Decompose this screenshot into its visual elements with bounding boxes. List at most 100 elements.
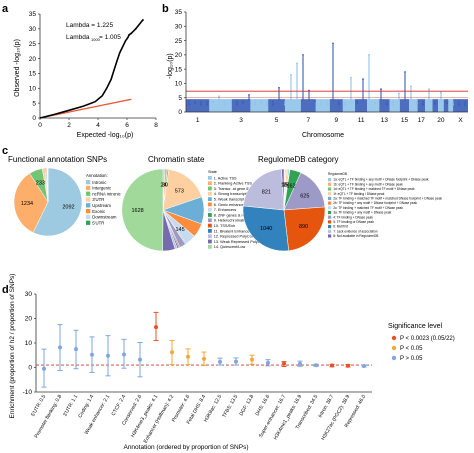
- pie-legend-swatch: [86, 180, 91, 185]
- pie-legend-swatch: [328, 182, 332, 186]
- manhattan-point: [410, 85, 412, 88]
- enrichment-point: [186, 354, 190, 359]
- pie-legend-swatch: [328, 225, 332, 229]
- manhattan-point: [188, 103, 190, 106]
- qq-x-tick-label: 8: [154, 122, 158, 129]
- manhattan-x-tick-label: 5: [275, 117, 279, 124]
- enrichment-x-axis-label: Annotation (ordered by proportion of SNP…: [123, 444, 248, 451]
- qq-x-tick-label: 2: [67, 122, 71, 129]
- pie-legend-label: 5'UTR: [92, 220, 104, 225]
- pie-legend-label: 12. Repressed PolyComb: [214, 235, 257, 239]
- manhattan-point: [440, 91, 442, 94]
- enrichment-point: [362, 364, 366, 369]
- pie-slice: [162, 169, 203, 211]
- pie-legend-label: 6: Motif hit: [333, 225, 348, 229]
- qq-y-tick-label: 5: [32, 100, 36, 107]
- manhattan-x-tick-label: 1: [196, 117, 200, 124]
- manhattan-chromosome-band: [453, 99, 468, 112]
- enrichment-y-tick-label: 30: [25, 291, 33, 298]
- pie-legend-swatch: [208, 176, 212, 180]
- manhattan-point: [248, 93, 250, 96]
- pie-legend-label: ncRNA intronic: [92, 191, 121, 196]
- manhattan-chromosome-band: [425, 99, 433, 112]
- pie-legend-label: Exonic: [92, 209, 106, 214]
- manhattan-point: [446, 102, 448, 105]
- enrichment-point: [154, 325, 158, 330]
- manhattan-y-tick-label: 20: [175, 52, 183, 59]
- manhattan-y-tick-label: 10: [175, 81, 183, 88]
- enrichment-x-tick-label: CTCF: 2.4: [111, 394, 128, 417]
- manhattan-chromosome-band: [432, 99, 439, 112]
- manhattan-chromosome-band: [186, 99, 210, 112]
- pie-value-label: 15: [282, 183, 288, 189]
- manhattan-chromosome-band: [329, 99, 343, 112]
- manhattan-x-tick-label: 17: [418, 117, 426, 124]
- enrichment-point: [170, 350, 174, 355]
- manhattan-point: [254, 103, 256, 106]
- manhattan-point: [368, 53, 370, 56]
- qq-lambda1000-subscript: 1000: [91, 37, 101, 42]
- manhattan-point: [296, 62, 298, 65]
- manhattan-x-tick-label: 11: [358, 117, 365, 124]
- manhattan-chromosome-band: [438, 99, 444, 112]
- pie-legend-swatch: [328, 187, 332, 191]
- enrichment-point: [122, 352, 126, 357]
- manhattan-y-tick-label: 15: [175, 66, 183, 73]
- pie-legend-label: 1a: eQTL + TF binding + any motif + DNas…: [333, 178, 429, 182]
- qq-y-tick-label: 20: [29, 56, 37, 63]
- pie-legend-label: Downstream: [92, 215, 117, 220]
- pie-value-label: 27: [283, 183, 289, 189]
- manhattan-chromosome-band: [355, 99, 368, 112]
- pie-legend-label: 2b: TF binding + any motif + DNase footp…: [333, 201, 417, 205]
- pie-slice: [283, 206, 326, 251]
- pie-legend-label: 2c: TF binding + matched TF motif + DNas…: [333, 206, 403, 210]
- manhattan-chromosome-band: [367, 99, 380, 112]
- qq-x-tick-label: 4: [96, 122, 100, 129]
- enrichment-point: [90, 352, 94, 357]
- pie-legend-swatch: [328, 192, 332, 196]
- manhattan-point: [224, 103, 226, 106]
- pie-value-label: 1234: [21, 201, 33, 207]
- pie-value-label: 890: [299, 224, 308, 230]
- manhattan-y-tick-label: 0: [178, 109, 182, 116]
- pie-legend-label: 7: Lack evidence of association: [333, 229, 378, 233]
- manhattan-point: [416, 102, 418, 105]
- qq-point: [128, 33, 131, 36]
- pie-legend-swatch: [208, 234, 212, 239]
- pie-legend-label: 8: Not available in RegulomeDB: [333, 234, 378, 238]
- pie-legend-swatch: [208, 181, 212, 186]
- pie-legend-swatch: [328, 201, 332, 205]
- enrichment-point: [314, 363, 318, 368]
- pie-functional: 2092 1234 233 Annotation: IntronicIntergenic…: [13, 167, 122, 237]
- manhattan-point: [206, 104, 208, 107]
- pie-legend-swatch: [328, 220, 332, 224]
- pie-legend-label: 1f: eQTL + TF binding / DNase peak: [333, 192, 385, 196]
- enrichment-x-tick-label: Intron: 38.7: [317, 394, 335, 419]
- manhattan-point: [236, 103, 238, 106]
- significance-legend-marker: [391, 355, 397, 361]
- manhattan-x-tick-label: 7: [307, 117, 311, 124]
- significance-legend-label: P < 0.0023 (0.05/22): [400, 336, 455, 342]
- pie-legend-label: 5: TF binding or DNase peak: [333, 220, 374, 224]
- manhattan-chromosome-band: [448, 99, 454, 112]
- pie-legend-title: RegulomeDB: [328, 172, 347, 176]
- manhattan-point: [218, 95, 220, 98]
- pie-legend-swatch: [208, 244, 212, 249]
- manhattan-x-tick-label: 9: [335, 117, 339, 124]
- manhattan-point: [338, 103, 340, 106]
- manhattan-y-tick-label: 25: [175, 38, 183, 45]
- manhattan-point: [452, 103, 454, 106]
- manhattan-point: [200, 103, 202, 106]
- enrichment-y-axis-label: Enrichment (proportion of h2 / proportio…: [9, 274, 16, 419]
- manhattan-chromosome-band: [209, 99, 232, 112]
- enrichment-point: [42, 366, 46, 371]
- pie-legend-label: 2a: TF binding + matched TF motif + matc…: [333, 197, 442, 201]
- qq-y-axis-label: Observed -log₁₀(p): [14, 39, 21, 97]
- manhattan-chromosome-band: [268, 99, 285, 112]
- pie-legend-swatch: [328, 215, 332, 219]
- qq-y-tick-label: 25: [29, 41, 37, 48]
- manhattan-point: [458, 103, 460, 106]
